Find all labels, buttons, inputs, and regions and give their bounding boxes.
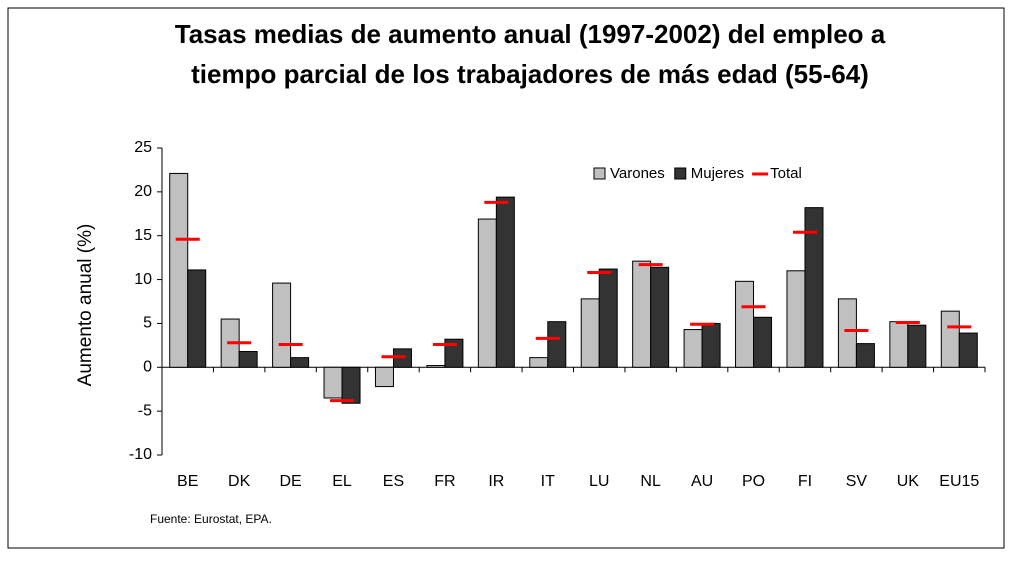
x-tick-label: IT [541,473,555,490]
legend-marker [593,167,606,180]
bar [272,282,292,368]
bar [477,218,497,368]
x-tick-label: AU [691,473,713,490]
x-tick-label: EL [332,473,352,490]
bar [169,172,189,368]
bar [495,196,515,368]
bar [907,324,927,368]
y-tick-label: 10 [134,271,152,288]
x-tick-label: FR [434,473,455,490]
legend-label: Total [770,165,802,182]
x-tick-label: FI [798,473,812,490]
x-tick-label: IR [488,473,504,490]
bar [341,366,361,404]
chart-title: Tasas medias de aumento anual (1997-2002… [175,19,886,49]
bar [804,207,824,368]
y-tick-label: 25 [134,139,152,156]
bar [580,298,600,368]
y-tick-label: 15 [134,227,152,244]
x-tick-label: UK [897,473,920,490]
bar [323,366,343,399]
y-tick-label: 0 [143,359,152,376]
y-tick-label: 20 [134,183,152,200]
y-axis-label: Aumento anual (%) [75,224,96,387]
bar [701,322,721,368]
legend-label: Varones [610,165,665,182]
bar [753,316,773,368]
x-tick-label: DE [279,473,301,490]
bar [444,338,464,368]
legend-label: Mujeres [691,165,744,182]
bar [735,280,755,368]
x-tick-label: NL [640,473,661,490]
bar [547,321,567,368]
x-tick-label: LU [589,473,609,490]
bar [889,321,909,368]
bar [238,350,258,368]
bar [837,298,857,368]
bar [650,266,670,368]
x-tick-label: DK [228,473,251,490]
y-tick-label: -5 [138,402,152,419]
bar [958,332,978,368]
chart-title: tiempo parcial de los trabajadores de má… [191,59,869,89]
x-tick-label: EU15 [939,473,979,490]
bar [940,310,960,368]
x-tick-label: PO [742,473,765,490]
bar [683,329,703,368]
bar [290,357,310,368]
bar [426,365,446,368]
bar [187,269,207,368]
bar [374,366,394,388]
x-tick-label: SV [846,473,868,490]
bar [598,268,618,368]
bar [786,270,806,368]
bar [529,357,549,368]
source: Fuente: Eurostat, EPA. [150,512,272,526]
y-tick-label: -10 [129,446,152,463]
legend-marker [674,167,687,180]
x-tick-label: BE [177,473,198,490]
x-tick-label: ES [383,473,404,490]
bar [855,343,875,368]
bar [632,260,652,368]
y-tick-label: 5 [143,315,152,332]
